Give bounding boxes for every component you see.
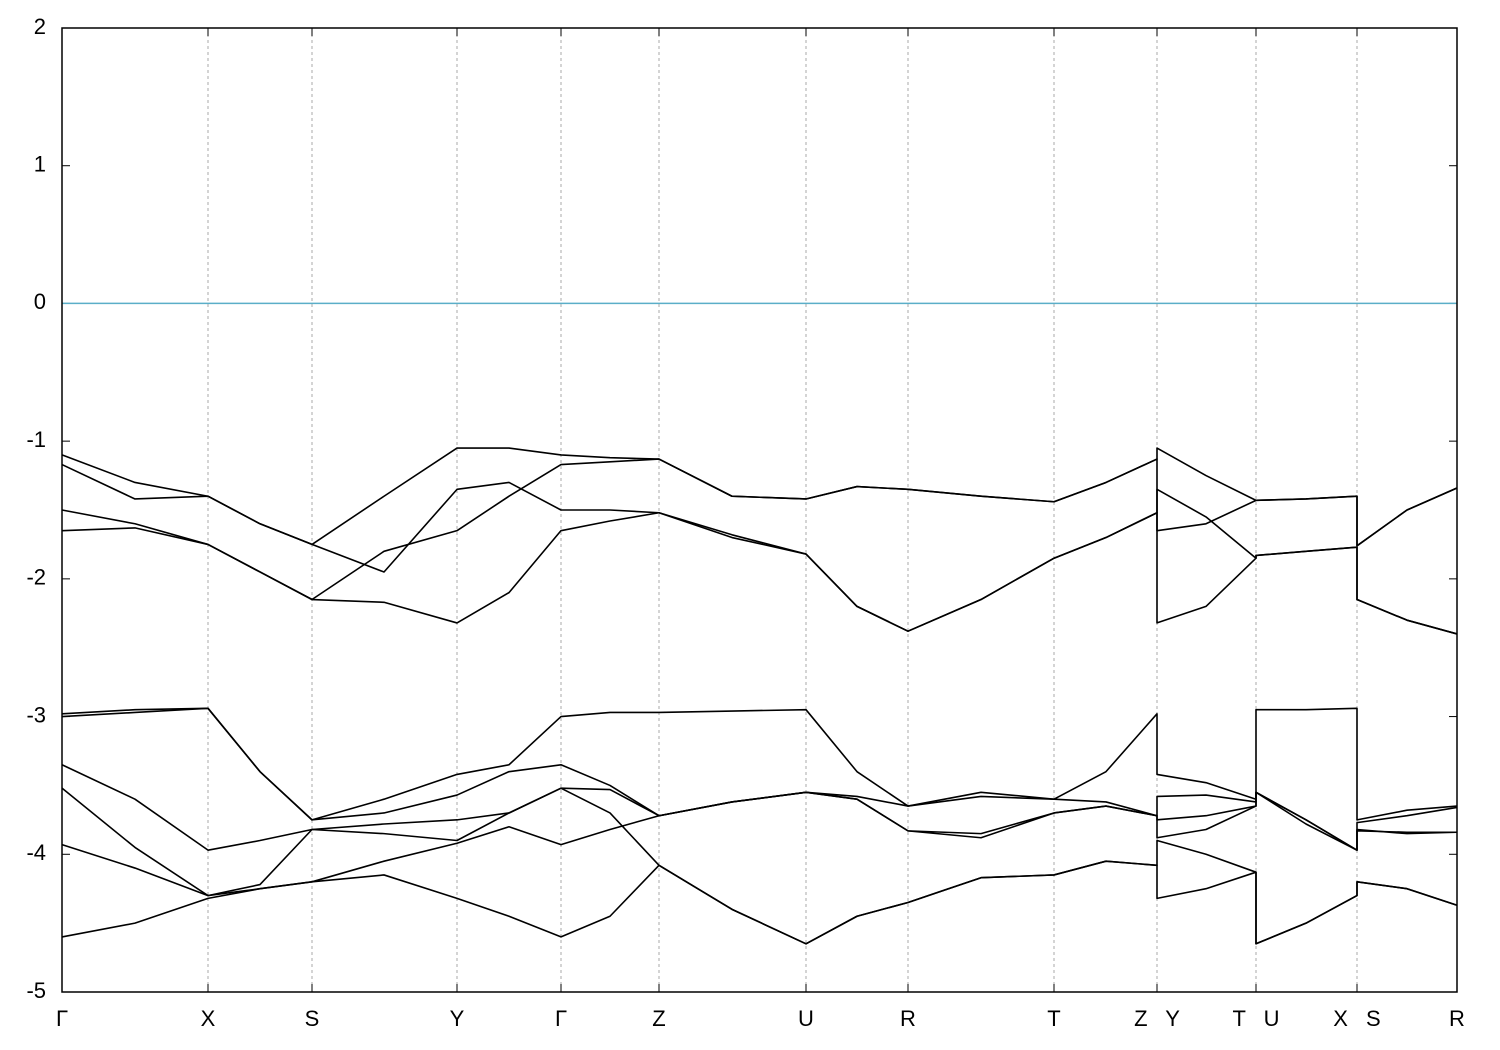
x-tick-label: U <box>798 1006 814 1031</box>
x-tick-label: X S <box>1333 1006 1380 1031</box>
y-tick-label: -2 <box>26 565 46 590</box>
plot-frame <box>61 27 1458 993</box>
band-line <box>61 463 1458 635</box>
y-tick-label: -1 <box>26 427 46 452</box>
band-line <box>61 791 1457 897</box>
x-tick-label: Z <box>652 1006 665 1031</box>
band-line <box>61 458 1458 601</box>
x-tick-label: X <box>201 1006 216 1031</box>
band-line <box>61 787 1458 945</box>
band-line <box>61 707 1458 821</box>
y-tick-label: 1 <box>34 152 46 177</box>
x-tick-label: Y <box>450 1006 465 1031</box>
band-line <box>61 511 1458 635</box>
band-line <box>61 707 1458 851</box>
x-tick-label: R <box>1449 1006 1465 1031</box>
band-line <box>61 764 1458 851</box>
x-tick-label: Γ <box>555 1006 567 1031</box>
x-tick-label: R <box>900 1006 916 1031</box>
y-tick-label: -3 <box>26 702 46 727</box>
y-tick-label: 0 <box>34 289 46 314</box>
band-line <box>61 860 1458 945</box>
y-tick-label: -5 <box>26 978 46 1003</box>
y-tick-label: 2 <box>34 14 46 39</box>
x-tick-label: Z Y <box>1134 1006 1180 1031</box>
x-tick-label: S <box>305 1006 320 1031</box>
x-tick-label: Γ <box>56 1006 68 1031</box>
x-tick-label: T <box>1047 1006 1060 1031</box>
y-tick-label: -4 <box>26 840 46 865</box>
x-tick-label: T U <box>1232 1006 1279 1031</box>
